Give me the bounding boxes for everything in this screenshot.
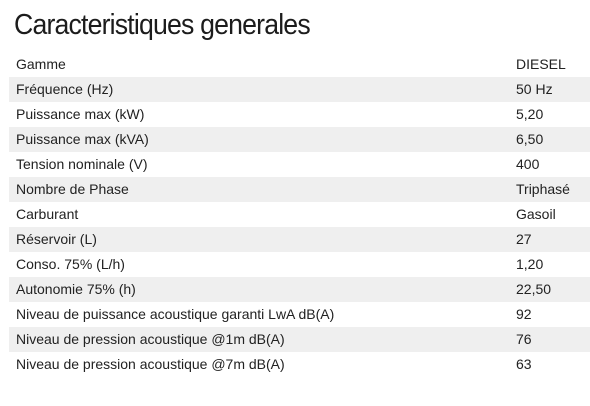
spec-label: Puissance max (kW) (16, 106, 145, 122)
spec-row-conso: Conso. 75% (L/h) 1,20 (9, 252, 590, 277)
spec-row-pression-7m: Niveau de pression acoustique @7m dB(A) … (9, 352, 590, 377)
spec-value: Triphasé (516, 181, 570, 197)
spec-label: Niveau de puissance acoustique garanti L… (16, 306, 335, 322)
spec-row-frequence: Fréquence (Hz) 50 Hz (9, 77, 590, 102)
spec-row-autonomie: Autonomie 75% (h) 22,50 (9, 277, 590, 302)
spec-value: 50 Hz (516, 81, 553, 97)
spec-label: Niveau de pression acoustique @1m dB(A) (16, 331, 285, 347)
spec-value: 27 (516, 231, 532, 247)
spec-label: Réservoir (L) (16, 231, 97, 247)
spec-label: Niveau de pression acoustique @7m dB(A) (16, 356, 285, 372)
spec-value: 6,50 (516, 131, 544, 147)
spec-row-carburant: Carburant Gasoil (9, 202, 590, 227)
spec-row-puissance-kva: Puissance max (kVA) 6,50 (9, 127, 590, 152)
spec-table: Gamme DIESEL Fréquence (Hz) 50 Hz Puissa… (9, 52, 590, 377)
spec-value: 1,20 (516, 256, 544, 272)
spec-label: Autonomie 75% (h) (16, 281, 136, 297)
spec-row-pression-1m: Niveau de pression acoustique @1m dB(A) … (9, 327, 590, 352)
spec-label: Tension nominale (V) (16, 156, 148, 172)
spec-row-reservoir: Réservoir (L) 27 (9, 227, 590, 252)
spec-value: 92 (516, 306, 532, 322)
page-title: Caracteristiques generales (14, 9, 311, 41)
spec-label: Carburant (16, 206, 79, 222)
spec-label: Conso. 75% (L/h) (16, 256, 125, 272)
spec-row-gamme: Gamme DIESEL (9, 52, 590, 77)
spec-row-puissance-acoustique: Niveau de puissance acoustique garanti L… (9, 302, 590, 327)
spec-value: Gasoil (516, 206, 556, 222)
spec-row-phase: Nombre de Phase Triphasé (9, 177, 590, 202)
spec-value: 22,50 (516, 281, 552, 297)
spec-label: Gamme (16, 56, 66, 72)
spec-label: Fréquence (Hz) (16, 81, 114, 97)
spec-value: 5,20 (516, 106, 544, 122)
spec-value: DIESEL (516, 56, 566, 72)
spec-value: 400 (516, 156, 540, 172)
spec-value: 63 (516, 356, 532, 372)
spec-value: 76 (516, 331, 532, 347)
spec-row-puissance-kw: Puissance max (kW) 5,20 (9, 102, 590, 127)
spec-label: Nombre de Phase (16, 181, 129, 197)
spec-row-tension: Tension nominale (V) 400 (9, 152, 590, 177)
spec-label: Puissance max (kVA) (16, 131, 149, 147)
